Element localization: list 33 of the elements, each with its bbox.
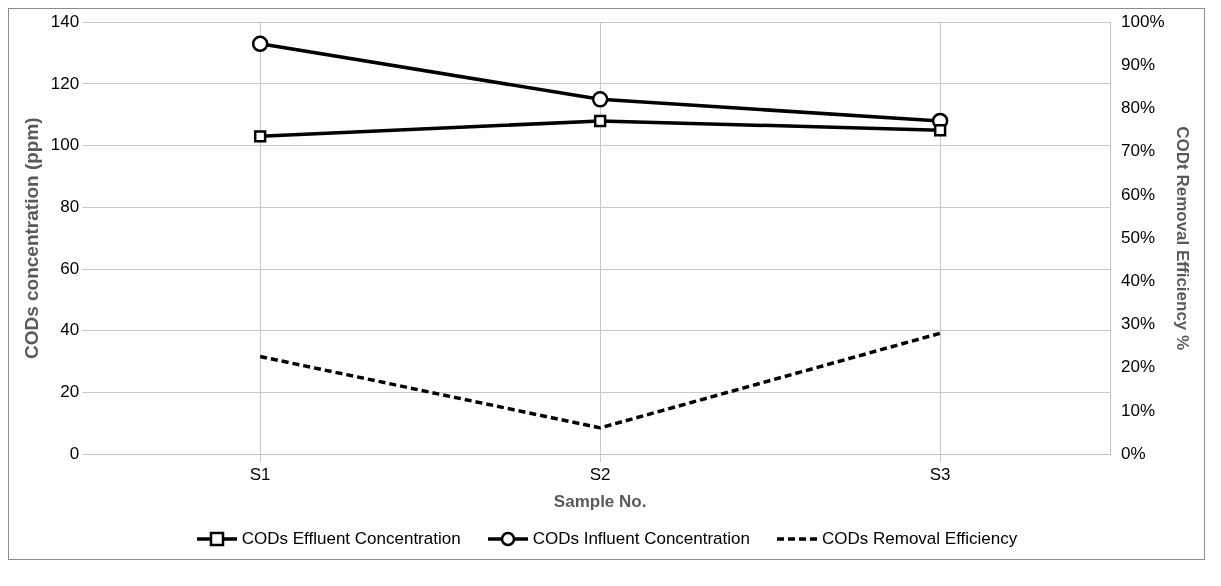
y2-tick-label: 0% bbox=[1121, 443, 1146, 463]
x-axis-title: Sample No. bbox=[553, 492, 647, 512]
y2-axis-title: CODt Removal Efficiency % bbox=[1173, 126, 1193, 351]
y2-tick-label: 70% bbox=[1121, 141, 1156, 161]
point bbox=[933, 124, 947, 137]
y2-tick-label: 40% bbox=[1121, 271, 1156, 291]
point bbox=[591, 91, 609, 108]
legend-label: CODs Influent Concentration bbox=[532, 529, 750, 549]
x-tick-label: S3 bbox=[929, 465, 951, 485]
y-tick-label: 120 bbox=[50, 73, 80, 93]
y2-tick-label: 90% bbox=[1121, 55, 1156, 75]
y-tick-label: 100 bbox=[50, 135, 80, 155]
legend-label: CODs Effluent Concentration bbox=[241, 529, 461, 549]
y-tick-label: 80 bbox=[60, 197, 80, 217]
x-tick-label: S2 bbox=[589, 465, 611, 485]
legend-label: CODs Removal Efficiency bbox=[822, 529, 1018, 549]
y2-tick-label: 60% bbox=[1121, 184, 1156, 204]
y-tick-label: 20 bbox=[60, 382, 80, 402]
y-axis-title: CODs concentration (ppm) bbox=[20, 117, 42, 360]
point bbox=[251, 35, 269, 53]
y2-tick-label: 10% bbox=[1121, 400, 1156, 420]
y2-tick-label: 100% bbox=[1121, 11, 1165, 31]
x-tick-label: S1 bbox=[249, 465, 271, 485]
y-tick-label: 40 bbox=[60, 320, 80, 340]
y-tick-label: 0 bbox=[69, 443, 80, 463]
y2-tick-label: 20% bbox=[1121, 357, 1156, 377]
y-tick-label: 60 bbox=[60, 258, 80, 278]
point bbox=[593, 114, 607, 128]
y2-tick-label: 80% bbox=[1121, 98, 1156, 118]
y2-tick-label: 30% bbox=[1121, 314, 1156, 334]
y2-tick-label: 50% bbox=[1121, 227, 1156, 247]
y-tick-label: 140 bbox=[50, 11, 80, 31]
point bbox=[253, 130, 267, 143]
